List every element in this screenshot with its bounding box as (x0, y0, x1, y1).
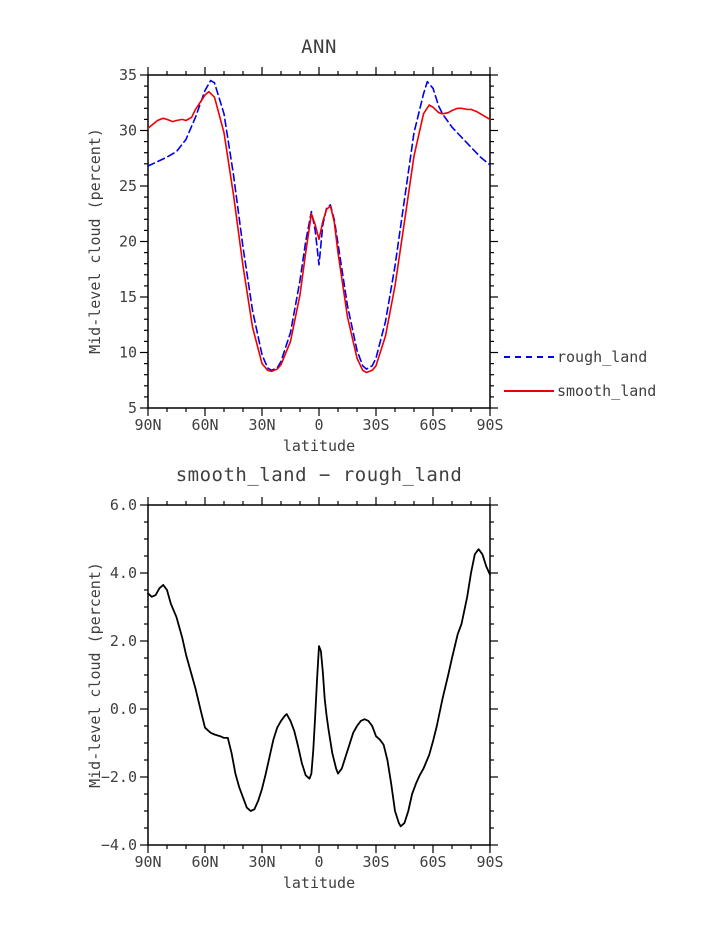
legend-item-rough-land: rough_land (504, 349, 656, 365)
svg-text:90N: 90N (134, 416, 161, 434)
svg-text:60S: 60S (419, 416, 446, 434)
svg-text:60S: 60S (419, 853, 446, 871)
svg-text:6.0: 6.0 (110, 496, 137, 514)
svg-text:20: 20 (119, 233, 137, 251)
svg-text:60N: 60N (191, 416, 218, 434)
svg-text:−2.0: −2.0 (101, 768, 137, 786)
svg-text:90N: 90N (134, 853, 161, 871)
svg-text:10: 10 (119, 344, 137, 362)
svg-text:0.0: 0.0 (110, 700, 137, 718)
bottom-chart-x-axis-label: latitude (282, 874, 356, 892)
top-chart-x-axis-label: latitude (282, 437, 356, 455)
svg-text:60N: 60N (191, 853, 218, 871)
legend-label: smooth_land (557, 382, 657, 400)
svg-text:15: 15 (119, 288, 137, 306)
svg-text:0: 0 (314, 853, 323, 871)
legend: rough_land smooth_land (504, 349, 656, 417)
svg-text:90S: 90S (476, 416, 503, 434)
svg-text:0: 0 (314, 416, 323, 434)
svg-text:4.0: 4.0 (110, 564, 137, 582)
top-chart-title: ANN (301, 36, 337, 58)
svg-text:30S: 30S (362, 416, 389, 434)
svg-text:35: 35 (119, 66, 137, 84)
smooth-land-line-sample-icon (504, 390, 554, 392)
svg-text:25: 25 (119, 177, 137, 195)
svg-text:90S: 90S (476, 853, 503, 871)
svg-text:30: 30 (119, 122, 137, 140)
svg-text:30S: 30S (362, 853, 389, 871)
svg-text:30N: 30N (248, 853, 275, 871)
svg-text:−4.0: −4.0 (101, 836, 137, 854)
bottom-chart-y-axis-label: Mid-level cloud (percent) (86, 562, 104, 788)
rough-land-line-sample-icon (504, 356, 554, 358)
legend-label: rough_land (557, 348, 648, 366)
svg-text:30N: 30N (248, 416, 275, 434)
top-chart-y-axis-label: Mid-level cloud (percent) (86, 128, 104, 354)
legend-item-smooth-land: smooth_land (504, 383, 656, 399)
svg-text:2.0: 2.0 (110, 632, 137, 650)
bottom-chart-title: smooth_land − rough_land (175, 464, 463, 486)
svg-text:5: 5 (128, 399, 137, 417)
